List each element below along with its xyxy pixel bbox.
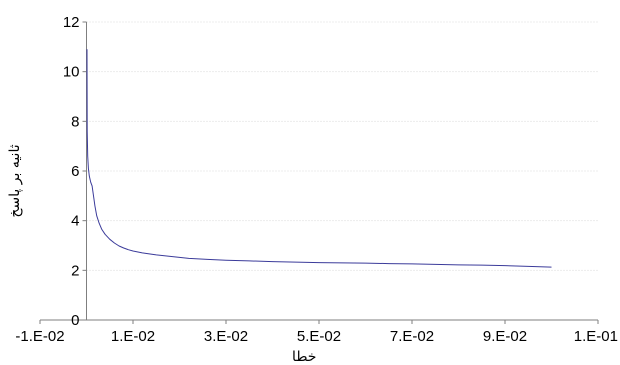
- y-tick-label-2: 4: [71, 213, 79, 230]
- y-axis-title: ثانیه بر پاسخ: [7, 144, 23, 217]
- x-tick-label-5: 9.E-02: [483, 328, 527, 345]
- x-tick-label-0: -1.E-02: [15, 328, 64, 345]
- x-tick-label-2: 3.E-02: [204, 328, 248, 345]
- y-tick-label-6: 12: [63, 14, 80, 31]
- x-tick-label-1: 1.E-02: [111, 328, 155, 345]
- x-tick-label-4: 7.E-02: [390, 328, 434, 345]
- y-tick-label-1: 2: [71, 262, 79, 279]
- series-layer: [86, 49, 552, 268]
- x-tick-label-6: 1.E-01: [574, 328, 618, 345]
- y-tick-label-5: 10: [63, 64, 80, 81]
- y-tick-label-3: 6: [71, 163, 79, 180]
- grid-lines: [86, 21, 598, 271]
- x-tick-label-3: 5.E-02: [297, 328, 341, 345]
- axes: [39, 21, 599, 324]
- x-axis-title: خطا: [292, 349, 316, 365]
- y-tick-label-4: 8: [71, 113, 79, 130]
- y-tick-label-0: 0: [71, 312, 79, 329]
- series-line-0: [86, 49, 552, 268]
- tick-labels: 0 2 4 6 8 10 12 -1.E-02 1.E-02 3.E-02 5.E-02 7.E-02…: [15, 14, 618, 345]
